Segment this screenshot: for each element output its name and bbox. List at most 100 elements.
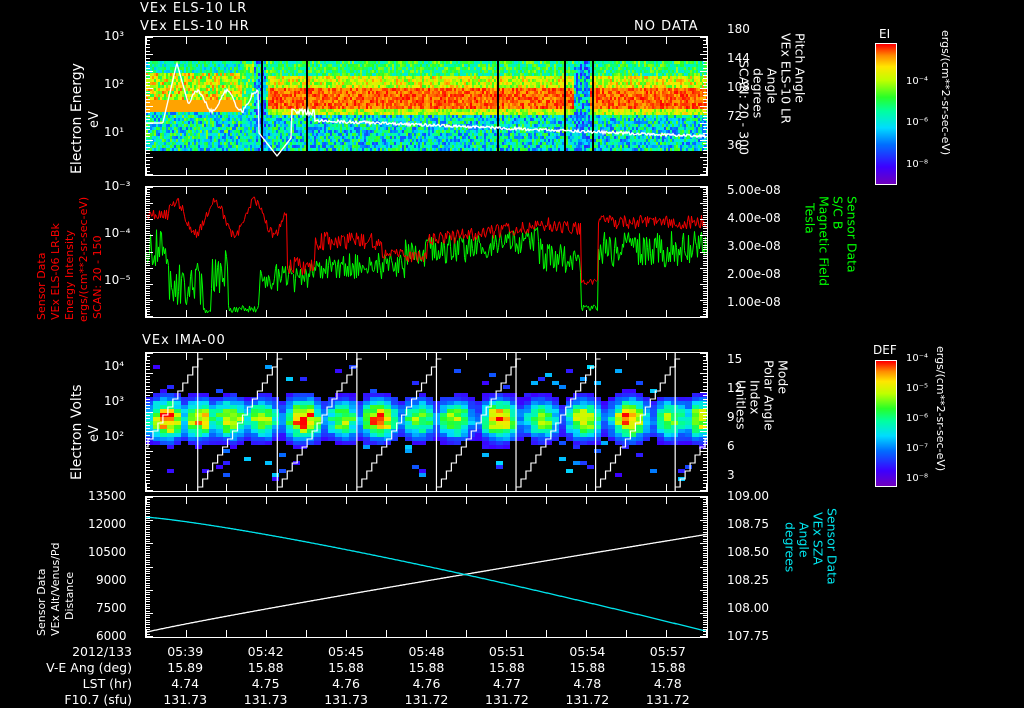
panel2-y2-label-sensor-data: Sensor Data: [844, 196, 860, 273]
bottom-cell-3-3: 131.72: [404, 692, 449, 707]
panel1-title-lr: VEx ELS-10 LR: [140, 1, 248, 16]
panel4-ytick-12000: 12000: [88, 517, 127, 531]
panel2-y2-label-sc-b: S/C B: [830, 196, 846, 230]
panel4-y2tick-4: 108.25: [727, 573, 769, 587]
bottom-cell-1-2: 15.88: [328, 660, 364, 675]
bottom-cell-3-6: 131.72: [645, 692, 690, 707]
bottom-cell-1-3: 15.88: [408, 660, 445, 675]
panel4-y2tick-6: 107.75: [727, 629, 769, 643]
bottom-cell-2-6: 4.78: [653, 676, 682, 691]
panel2-y2tick-4: 2.00e-08: [727, 267, 781, 281]
panel3-y2-label-unitless: Unitless: [733, 380, 749, 430]
panel4-y2-label-angle: Angle: [796, 522, 812, 558]
bottom-cell-3-5: 131.72: [565, 692, 610, 707]
colorbar1-name: EI: [879, 27, 891, 41]
panel2-plot-area[interactable]: [145, 186, 708, 318]
bottom-row-label-3: F10.7 (sfu): [64, 692, 132, 707]
panel2-y-label-quantity: Energy Intensity: [63, 230, 76, 320]
colorbar1[interactable]: [875, 43, 897, 185]
bottom-cell-0-0: 05:39: [167, 644, 204, 659]
panel3-y2tick-9: 9: [727, 410, 735, 424]
panel3-y2tick-15: 15: [727, 352, 743, 366]
panel2-y2tick-5: 1.00e-08: [727, 295, 781, 309]
panel4-y2tick-5: 108.00: [727, 601, 769, 615]
colorbar1-units: ergs/(cm**2-sr-sec-eV): [939, 30, 952, 156]
bottom-cell-0-4: 05:51: [488, 644, 525, 659]
panel1-ytick-1: 10¹: [104, 125, 125, 139]
bottom-cell-1-1: 15.88: [247, 660, 284, 675]
panel2-y2tick-2: 4.00e-08: [727, 211, 781, 225]
panel4-ytick-13500: 13500: [88, 489, 127, 503]
panel1-y2tick-36: 36: [727, 138, 743, 152]
panel1-plot-area[interactable]: [145, 36, 708, 176]
panel1-y2tick-72: 72: [727, 109, 743, 123]
colorbar2-tick-1: 10⁻⁴: [906, 353, 929, 364]
bottom-cell-0-1: 05:42: [247, 644, 284, 659]
panel2-y-label-instrument: VEx ELS-06 LR-Bk: [49, 223, 62, 320]
panel3-plot-area[interactable]: [145, 352, 708, 492]
panel1-y2-label-pitch-angle: Pitch Angle: [792, 33, 808, 103]
bottom-row-label-1: V-E Ang (deg): [46, 660, 132, 675]
bottom-cell-2-4: 4.77: [493, 676, 521, 691]
bottom-cell-2-3: 4.76: [412, 676, 441, 691]
panel1-y2tick-144: 144: [727, 51, 750, 65]
bottom-cell-1-6: 15.88: [649, 660, 686, 675]
bottom-cell-0-2: 05:45: [328, 644, 365, 659]
panel2-y-label-units: ergs/(cm**2-sr-sec-eV): [77, 196, 90, 322]
panel1-y-axis-label: Electron Energy: [69, 63, 85, 174]
panel3-y2-label-polar-angle: Polar Angle: [761, 360, 777, 431]
colorbar1-tick-2: 10⁻⁶: [906, 117, 929, 128]
bottom-cell-0-3: 05:48: [408, 644, 445, 659]
panel1-y2-label-degrees: degrees: [750, 68, 766, 119]
colorbar1-tick-1: 10⁻⁴: [906, 76, 929, 87]
panel4-ytick-10500: 10500: [88, 545, 127, 559]
panel4-y2-label-vex-sza: VEx SZA: [810, 512, 826, 565]
bottom-cell-3-4: 131.72: [485, 692, 529, 707]
panel1-y-axis-units: eV: [87, 111, 102, 128]
panel4-y2-label-sensor-data: Sensor Data: [824, 508, 840, 585]
panel3-ytick-3: 10³: [104, 394, 125, 408]
bottom-cell-2-2: 4.76: [332, 676, 360, 691]
panel4-ytick-7500: 7500: [96, 601, 127, 615]
panel1-title-hr: VEx ELS-10 HR: [140, 19, 250, 34]
panel3-ytick-4: 10⁴: [104, 359, 125, 373]
panel2-y2-label-magnetic-field: Magnetic Field: [816, 196, 832, 287]
colorbar2[interactable]: [875, 360, 897, 487]
bottom-cell-3-2: 131.73: [324, 692, 368, 707]
colorbar2-tick-5: 10⁻⁸: [906, 473, 929, 484]
panel4-ytick-6000: 6000: [96, 629, 127, 643]
panel1-ytick-2: 10²: [104, 77, 125, 91]
panel2-ytick-2: 10⁻⁴: [104, 226, 131, 240]
panel2-y2tick-3: 3.00e-08: [727, 239, 781, 253]
panel4-y2tick-2: 108.75: [727, 517, 769, 531]
panel4-y2tick-3: 108.50: [727, 545, 769, 559]
panel2-ytick-3: 10⁻⁵: [104, 273, 131, 287]
bottom-cell-1-5: 15.88: [569, 660, 606, 675]
panel4-y-label-sensor-data: Sensor Data: [35, 568, 48, 636]
bottom-cell-3-0: 131.73: [163, 692, 208, 707]
panel3-y2-label-index: Index: [747, 380, 763, 415]
panel3-y2tick-3: 3: [727, 468, 735, 482]
panel3-title: VEx IMA-00: [142, 333, 226, 348]
panel2-y-label-scan: SCAN: 20 - 150: [91, 235, 104, 319]
panel1-y2tick-180: 180: [727, 22, 750, 36]
panel4-plot-area[interactable]: [145, 496, 708, 638]
bottom-cell-2-5: 4.78: [573, 676, 602, 691]
colorbar2-name: DEF: [873, 343, 897, 357]
panel4-ytick-9000: 9000: [96, 573, 127, 587]
bottom-cell-1-4: 15.88: [489, 660, 525, 675]
panel1-nodata-label: NO DATA: [634, 19, 699, 34]
bottom-cell-2-0: 4.74: [171, 676, 200, 691]
panel4-y2-label-degrees: degrees: [782, 522, 798, 573]
panel1-y2-label-sensor: VEx ELS-10 LR: [778, 33, 794, 124]
panel1-ytick-3: 10³: [104, 29, 125, 43]
bottom-cell-3-1: 131.73: [243, 692, 288, 707]
bottom-row-label-2: LST (hr): [82, 676, 132, 691]
colorbar2-tick-3: 10⁻⁶: [906, 413, 929, 424]
panel4-y-label-distance: Distance: [63, 571, 76, 620]
panel1-y2-label-scan: SCAN: 20 - 300: [736, 60, 752, 155]
panel3-y2tick-6: 6: [727, 439, 735, 453]
bottom-cell-1-0: 15.89: [167, 660, 204, 675]
panel4-y2tick-1: 109.00: [727, 489, 769, 503]
panel1-y2-label-angle: Angle: [764, 68, 780, 104]
